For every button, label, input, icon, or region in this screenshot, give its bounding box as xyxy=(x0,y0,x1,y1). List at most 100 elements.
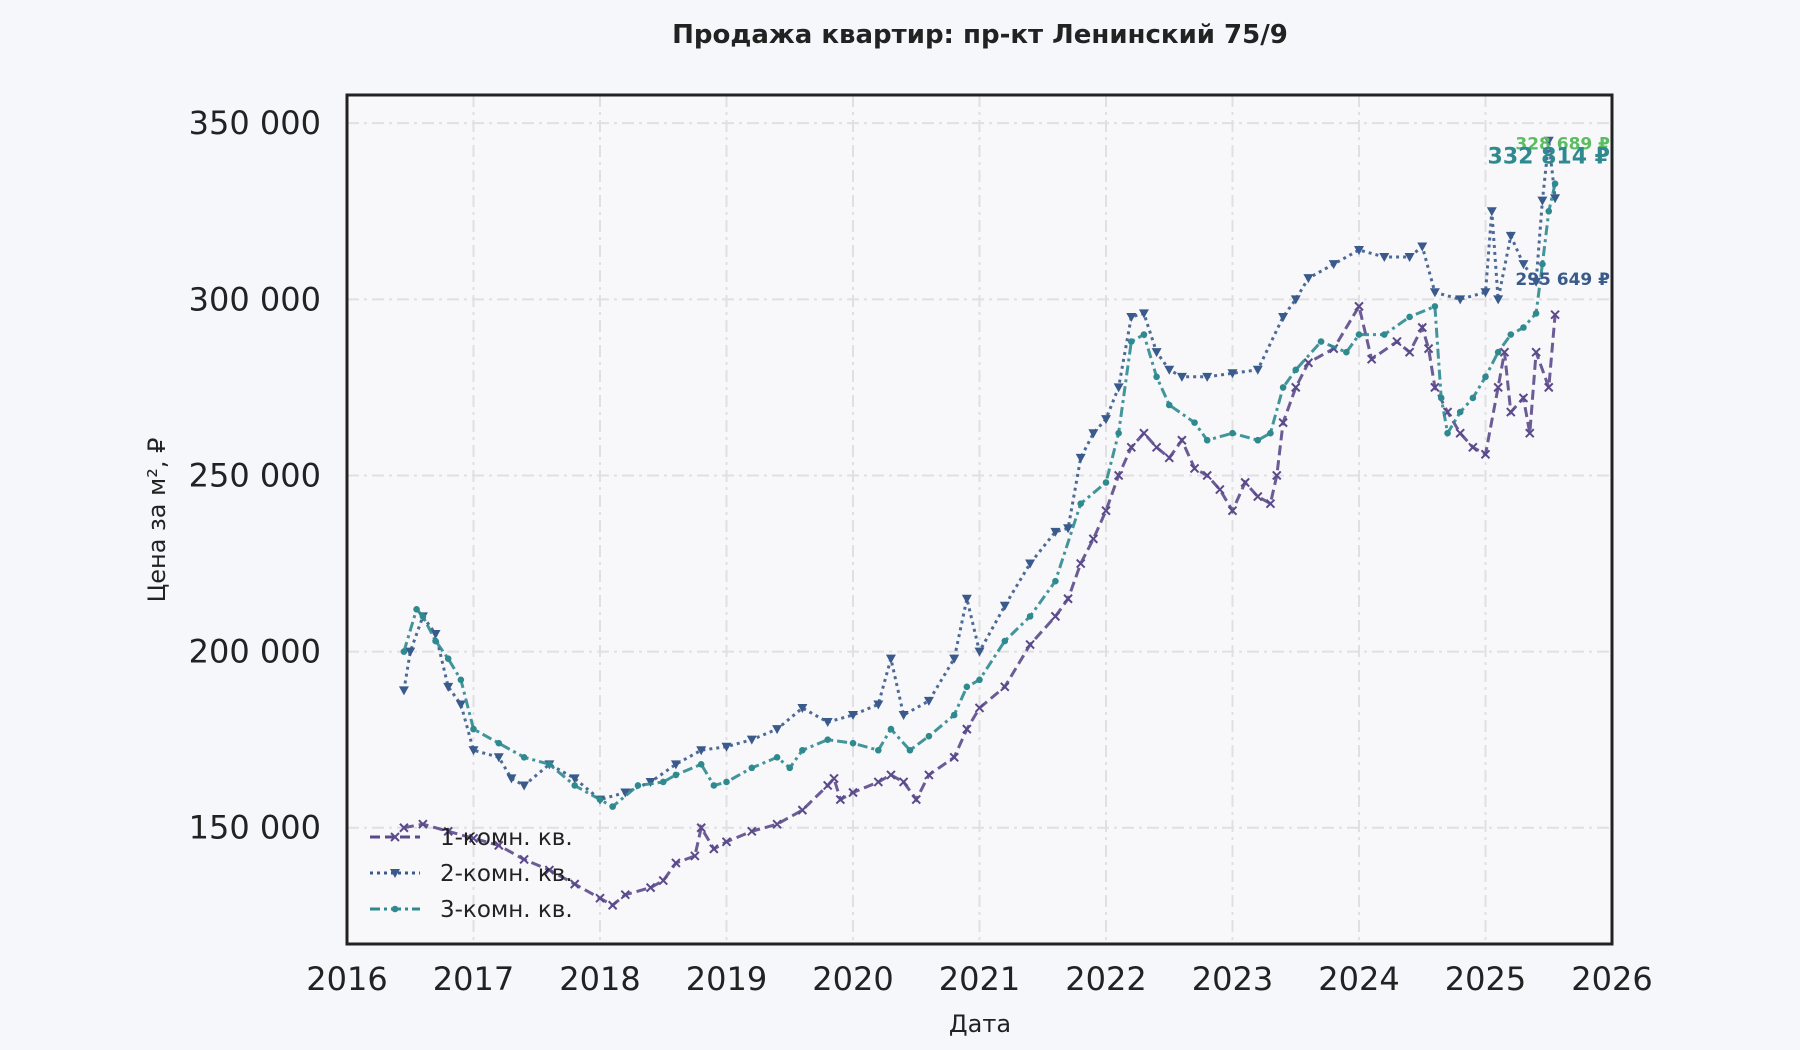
data-point xyxy=(1537,196,1548,206)
data-point xyxy=(1252,365,1263,375)
data-point xyxy=(906,746,914,754)
data-point xyxy=(544,865,555,875)
y-axis-ticks: 150 000 200 000 250 000 300 000 350 000 xyxy=(189,104,321,847)
data-point xyxy=(786,764,794,772)
legend-label: 1-комн. кв. xyxy=(440,825,573,851)
data-point xyxy=(1525,428,1535,438)
data-point xyxy=(1303,274,1314,284)
data-point xyxy=(709,844,719,854)
data-point xyxy=(609,803,616,810)
end-value-label: 328 689 ₽ xyxy=(1515,135,1610,155)
data-point xyxy=(690,851,700,861)
data-point xyxy=(963,683,971,691)
y-tick-label: 150 000 xyxy=(189,809,321,847)
legend-label: 2-комн. кв. xyxy=(440,861,573,887)
data-point xyxy=(950,711,958,719)
data-point xyxy=(1063,594,1073,604)
data-point xyxy=(797,805,808,815)
data-point xyxy=(595,893,605,903)
data-point xyxy=(1317,338,1325,345)
plot-frame xyxy=(345,93,1614,946)
data-point xyxy=(468,833,479,844)
data-point xyxy=(1229,429,1236,437)
data-point xyxy=(1240,477,1250,488)
data-point xyxy=(1291,382,1301,393)
data-point xyxy=(1138,309,1149,319)
data-point xyxy=(1417,322,1427,333)
data-point xyxy=(1544,382,1554,393)
data-point xyxy=(1126,442,1137,452)
data-point xyxy=(1531,277,1542,287)
data-point xyxy=(961,594,972,604)
data-point xyxy=(405,647,416,657)
data-point xyxy=(1532,310,1540,317)
data-point xyxy=(1406,313,1413,321)
data-point xyxy=(1499,347,1510,357)
data-point xyxy=(1444,429,1451,437)
data-point xyxy=(1278,417,1288,428)
data-point xyxy=(1267,429,1274,437)
data-point xyxy=(671,858,681,868)
legend-item: 1-комн. кв. xyxy=(370,825,573,851)
data-point xyxy=(1290,295,1301,305)
data-point xyxy=(1381,331,1388,338)
data-point xyxy=(634,782,642,789)
x-tick-label: 2020 xyxy=(812,960,893,998)
data-point xyxy=(1203,436,1211,444)
data-point xyxy=(645,882,656,893)
data-point xyxy=(1113,383,1124,393)
data-point xyxy=(1279,384,1287,391)
x-axis-label: Дата xyxy=(949,1010,1011,1038)
data-point xyxy=(924,770,934,780)
data-point xyxy=(773,753,781,761)
data-point xyxy=(829,773,839,784)
data-point xyxy=(1328,260,1339,270)
data-point xyxy=(1506,407,1516,417)
data-point xyxy=(1153,373,1160,381)
data-point xyxy=(1050,611,1061,622)
y-tick-label: 200 000 xyxy=(189,633,321,671)
legend-marker xyxy=(391,905,399,913)
data-point xyxy=(519,854,529,865)
x-tick-label: 2019 xyxy=(686,960,767,998)
data-point xyxy=(1177,435,1187,445)
legend-item: 3-комн. кв. xyxy=(370,897,573,923)
data-point xyxy=(1165,401,1173,409)
data-point xyxy=(432,637,439,645)
data-point xyxy=(885,654,896,664)
data-point xyxy=(1551,180,1559,188)
data-point xyxy=(1493,295,1504,305)
data-point xyxy=(1520,324,1527,331)
data-point xyxy=(849,739,857,747)
data-point xyxy=(746,735,757,745)
data-point xyxy=(848,787,858,798)
legend-marker xyxy=(390,869,400,878)
series-layer xyxy=(398,136,1561,910)
x-tick-label: 2021 xyxy=(939,960,1020,998)
data-point xyxy=(596,796,604,803)
data-point xyxy=(495,739,503,747)
legend-item: 2-комн. кв. xyxy=(370,861,573,887)
data-point xyxy=(1437,394,1445,402)
data-point xyxy=(1000,682,1010,692)
end-value-label: 332 814 ₽ xyxy=(1488,145,1610,170)
data-point xyxy=(470,725,477,733)
data-point xyxy=(721,837,732,847)
data-point xyxy=(1101,415,1111,425)
data-point xyxy=(962,724,972,734)
end-labels: 295 649 ₽ 328 689 ₽332 814 ₽ xyxy=(1488,135,1611,291)
legend: 1-комн. кв. 2-комн. кв. 3-комн. кв. xyxy=(370,825,573,923)
data-point xyxy=(887,725,895,733)
data-point xyxy=(1539,260,1546,268)
data-point xyxy=(835,794,846,805)
data-point xyxy=(1139,428,1149,438)
data-point xyxy=(1063,524,1074,534)
data-point xyxy=(1227,369,1238,379)
data-point xyxy=(444,655,452,662)
data-point xyxy=(672,771,680,779)
data-point xyxy=(1543,136,1554,146)
data-point xyxy=(697,761,705,768)
data-point xyxy=(1431,303,1439,310)
data-point xyxy=(923,696,934,706)
